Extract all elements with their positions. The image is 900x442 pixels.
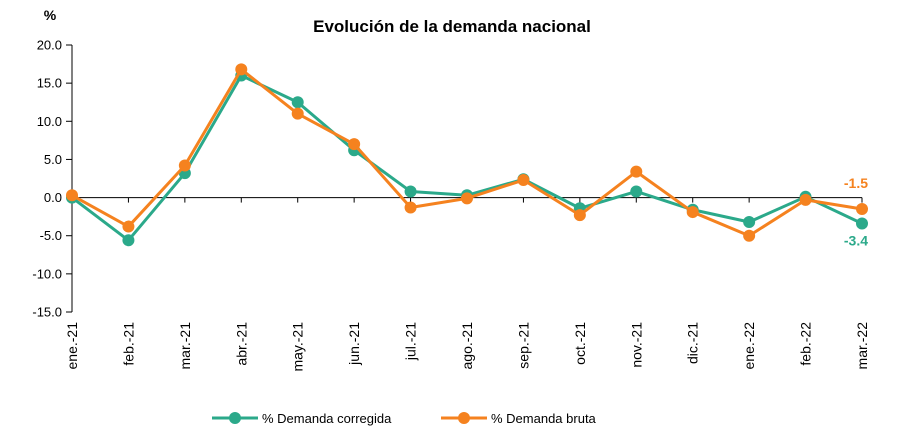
y-axis: 20.0 15.0 10.0 5.0 0.0 -5.0 -10.0 -15.0 <box>32 38 72 320</box>
data-point <box>630 185 643 198</box>
series-1 <box>66 63 868 242</box>
y-tick-label: 15.0 <box>37 76 62 91</box>
y-tick-label: 0.0 <box>44 190 62 205</box>
x-axis: ene.-21 feb.-21 mar.-21 abr.-21 may.-21 jun.-… <box>64 197 870 372</box>
x-tick-label: dic.-21 <box>685 322 701 364</box>
x-tick-label: may.-21 <box>290 322 306 372</box>
x-tick-label: oct.-21 <box>572 322 588 365</box>
legend-marker-demanda-bruta <box>458 412 470 424</box>
y-tick-label: 20.0 <box>37 38 62 53</box>
end-labels: -3.4 -1.5 <box>844 175 868 248</box>
x-tick-label: ene.-22 <box>741 322 757 370</box>
data-point <box>178 159 191 172</box>
series-layer <box>66 63 868 247</box>
y-tick-label: -5.0 <box>40 228 62 243</box>
legend-item-demanda-bruta: % Demanda bruta <box>441 411 597 426</box>
legend-label-demanda-corregida: % Demanda corregida <box>262 411 392 426</box>
legend-marker-demanda-corregida <box>229 412 241 424</box>
data-point <box>348 138 361 151</box>
x-tick-label: mar.-21 <box>177 322 193 370</box>
y-axis-unit: % <box>44 7 57 23</box>
x-tick-label: ene.-21 <box>64 322 80 370</box>
legend-item-demanda-corregida: % Demanda corregida <box>212 411 392 426</box>
x-tick-label: ago.-21 <box>459 322 475 370</box>
x-tick-label: feb.-22 <box>798 322 814 366</box>
x-tick-label: jul.-21 <box>403 322 419 361</box>
data-point <box>517 174 530 187</box>
data-point <box>122 234 135 247</box>
data-point <box>66 189 78 202</box>
x-tick-label: nov.-21 <box>628 322 644 368</box>
legend-label-demanda-bruta: % Demanda bruta <box>491 411 597 426</box>
x-tick-label: mar.-22 <box>854 322 870 370</box>
data-point <box>573 209 586 222</box>
series-line <box>71 67 863 238</box>
y-tick-label: -10.0 <box>32 266 62 281</box>
y-tick-label: 10.0 <box>37 114 62 129</box>
data-point <box>235 63 248 76</box>
data-point <box>291 107 304 120</box>
axes <box>71 45 862 312</box>
end-value-label: -3.4 <box>844 233 868 249</box>
y-tick-label: -15.0 <box>32 305 62 320</box>
data-point <box>122 220 135 233</box>
x-tick-label: sep.-21 <box>515 322 531 369</box>
data-point <box>404 201 417 214</box>
series-0 <box>66 69 868 247</box>
data-point <box>686 206 699 219</box>
x-tick-label: abr.-21 <box>233 322 249 366</box>
data-point <box>856 203 868 216</box>
y-tick-label: 5.0 <box>44 152 62 167</box>
data-point <box>799 193 812 206</box>
data-point <box>461 192 473 205</box>
x-tick-label: jun.-21 <box>346 322 362 366</box>
data-point <box>856 217 868 230</box>
data-point <box>404 185 417 198</box>
end-value-label: -1.5 <box>844 175 868 191</box>
chart-title: Evolución de la demanda nacional <box>313 17 591 36</box>
legend: % Demanda corregida % Demanda bruta <box>212 411 597 426</box>
data-point <box>743 215 756 228</box>
data-point <box>630 165 643 178</box>
x-tick-label: feb.-21 <box>120 322 136 366</box>
data-point <box>743 229 756 242</box>
data-point <box>291 96 304 109</box>
